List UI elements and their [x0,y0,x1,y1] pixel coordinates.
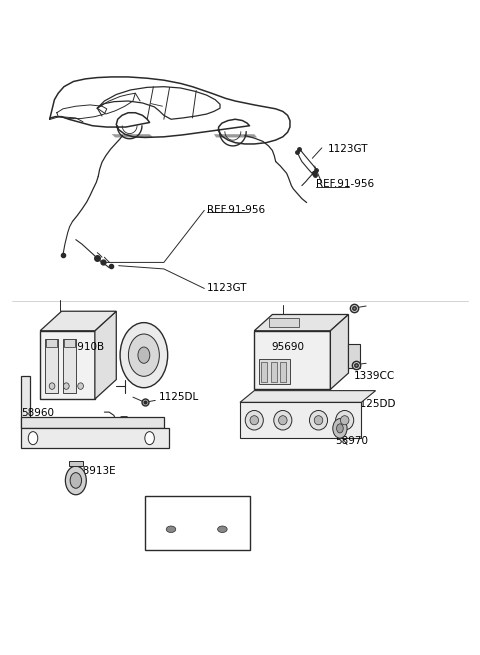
Text: 1123AL: 1123AL [149,510,193,520]
Text: REF.91-956: REF.91-956 [207,206,265,215]
Bar [145,496,250,550]
Polygon shape [21,417,164,428]
Polygon shape [21,428,168,448]
Polygon shape [69,461,83,466]
Circle shape [120,323,168,388]
Ellipse shape [250,416,259,425]
Polygon shape [348,344,360,368]
Bar [280,362,286,381]
Bar [64,339,75,347]
Text: 58910B: 58910B [64,342,104,352]
Bar [268,318,300,328]
Polygon shape [240,390,376,402]
Text: REF.91-956: REF.91-956 [316,179,374,189]
Text: 58970: 58970 [335,436,368,447]
Circle shape [138,347,150,364]
Ellipse shape [336,411,354,430]
Text: 1129ED: 1129ED [201,510,246,520]
Circle shape [333,419,347,438]
Bar [46,339,57,347]
Polygon shape [111,134,154,138]
Ellipse shape [314,416,323,425]
Polygon shape [40,311,116,331]
Text: 1125DL: 1125DL [159,392,199,402]
Circle shape [145,432,155,445]
Ellipse shape [310,411,327,430]
Ellipse shape [340,416,349,425]
Circle shape [70,473,82,488]
Bar [259,360,290,384]
Polygon shape [214,134,257,138]
Bar [262,362,267,381]
Ellipse shape [49,383,55,389]
Ellipse shape [166,526,176,533]
Ellipse shape [63,383,69,389]
Text: 1339CC: 1339CC [354,371,396,381]
Text: 1125DD: 1125DD [354,400,396,409]
Ellipse shape [217,526,227,533]
Circle shape [129,334,159,377]
Circle shape [65,466,86,495]
Text: 1123GT: 1123GT [328,143,369,153]
Circle shape [28,432,38,445]
Text: 58960: 58960 [21,409,54,419]
Polygon shape [240,402,361,438]
Text: 1123GT: 1123GT [207,284,247,293]
Polygon shape [254,314,348,331]
Polygon shape [21,377,30,428]
Ellipse shape [245,411,264,430]
Bar [63,339,76,392]
Ellipse shape [278,416,287,425]
Ellipse shape [78,383,84,389]
Polygon shape [330,314,348,389]
Text: 58913E: 58913E [76,466,116,476]
Ellipse shape [274,411,292,430]
Text: 95690: 95690 [271,342,304,352]
Bar [40,331,95,399]
Bar [45,339,58,392]
Circle shape [336,424,343,433]
Bar [254,331,330,389]
Polygon shape [95,311,116,399]
Bar [271,362,276,381]
